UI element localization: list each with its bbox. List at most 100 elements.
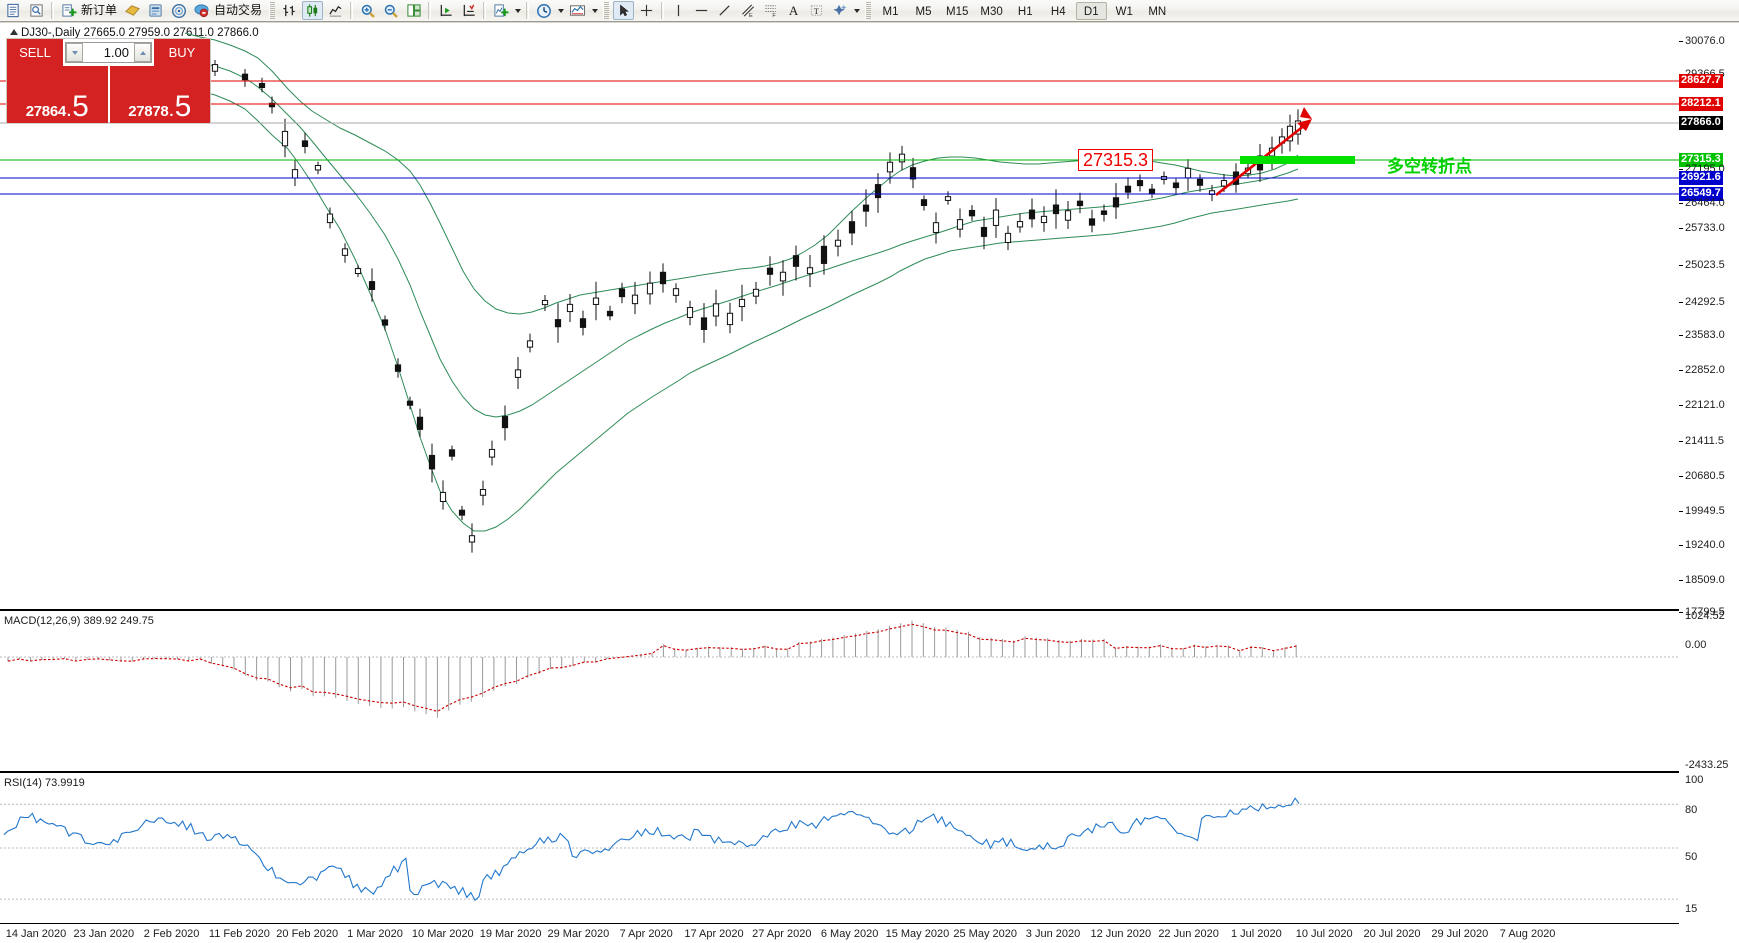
- tile-windows-icon[interactable]: [403, 1, 424, 20]
- shapes-icon[interactable]: [829, 1, 850, 20]
- toolbar-grip[interactable]: [269, 2, 276, 19]
- new-order-label[interactable]: 新订单: [81, 3, 118, 17]
- price-tick-label: 19240.0: [1685, 539, 1725, 551]
- new-order-icon[interactable]: [58, 1, 79, 20]
- macd-scale-mid: 0.00: [1685, 639, 1707, 651]
- price-level-tag[interactable]: 28627.7: [1679, 74, 1723, 88]
- sell-price-fraction: 5: [72, 90, 89, 123]
- fibonacci-retracement-icon[interactable]: F: [760, 1, 781, 20]
- time-axis-label: 2 Feb 2020: [143, 928, 200, 940]
- timeframe-button-m1[interactable]: M1: [882, 5, 899, 18]
- time-axis-label: 17 Apr 2020: [684, 928, 744, 940]
- period-clock-icon[interactable]: [533, 1, 554, 20]
- cursor-icon[interactable]: [613, 1, 635, 20]
- templates-icon[interactable]: [567, 1, 588, 20]
- buy-button[interactable]: BUY: [154, 39, 210, 66]
- indicators-icon[interactable]: [490, 1, 511, 20]
- rsi-scale-100: 100: [1685, 774, 1704, 786]
- period-dropdown-arrow[interactable]: [555, 1, 566, 20]
- timeframe-button-h4[interactable]: H4: [1050, 5, 1066, 18]
- price-tick: [1679, 41, 1683, 42]
- toolbar-separator-5: [526, 2, 530, 19]
- time-axis-label: 20 Jul 2020: [1363, 928, 1421, 940]
- crosshair-icon[interactable]: [636, 1, 657, 20]
- trend-arrow-annotation[interactable]: [0, 23, 1739, 943]
- sell-price-integer: 27864: [25, 103, 67, 120]
- timeframe-button-mn[interactable]: MN: [1148, 5, 1167, 18]
- level-annotation-box[interactable]: 27315.3: [1078, 149, 1154, 171]
- time-axis-label: 3 Jun 2020: [1025, 928, 1081, 940]
- shift-end-icon[interactable]: [435, 1, 456, 20]
- expert-advisors-icon[interactable]: [122, 1, 143, 20]
- price-level-tag[interactable]: 26921.6: [1679, 171, 1723, 185]
- price-level-tag[interactable]: 28212.1: [1679, 97, 1723, 111]
- metaquotes-id-icon[interactable]: [168, 1, 189, 20]
- time-axis[interactable]: 14 Jan 2020 23 Jan 2020 2 Feb 2020 11 Feb 2…: [0, 923, 1679, 943]
- auto-trading-icon[interactable]: [191, 1, 212, 20]
- time-axis-label: 7 Aug 2020: [1499, 928, 1556, 940]
- terminal-icon[interactable]: [3, 1, 24, 20]
- indicators-dropdown-arrow[interactable]: [512, 1, 523, 20]
- candlestick-chart-icon[interactable]: [302, 1, 324, 20]
- volume-decrease-button[interactable]: [66, 43, 83, 62]
- volume-value[interactable]: 1.00: [103, 45, 129, 60]
- price-tick-label: 20680.5: [1685, 470, 1725, 482]
- shapes-dropdown-arrow[interactable]: [851, 1, 862, 20]
- chart-area[interactable]: DJ30-,Daily 27665.0 27959.0 27611.0 2786…: [0, 22, 1739, 943]
- time-axis-label: 7 Apr 2020: [619, 928, 673, 940]
- zoom-out-icon[interactable]: [380, 1, 401, 20]
- rsi-pane-divider: [0, 771, 1679, 773]
- price-chart-canvas: [184, 32, 1299, 532]
- price-tick: [1679, 169, 1683, 170]
- price-tick: [1679, 580, 1683, 581]
- time-axis-label: 1 Jul 2020: [1231, 928, 1282, 940]
- price-axis[interactable]: 30076.029366.528627.728212.127866.027315…: [1679, 23, 1739, 943]
- volume-stepper[interactable]: 1.00: [65, 42, 152, 63]
- timeframe-button-m15[interactable]: M15: [946, 5, 969, 18]
- price-level-tag[interactable]: 27315.3: [1679, 153, 1723, 167]
- timeframe-button-d1[interactable]: D1: [1075, 1, 1107, 20]
- auto-scroll-icon[interactable]: [458, 1, 479, 20]
- auto-trading-label[interactable]: 自动交易: [214, 3, 263, 17]
- bar-chart-icon[interactable]: [279, 1, 300, 20]
- price-tick: [1679, 203, 1683, 204]
- timeframe-button-m5[interactable]: M5: [915, 5, 932, 18]
- text-icon[interactable]: A: [788, 2, 799, 18]
- price-level-tag[interactable]: 26549.7: [1679, 187, 1723, 201]
- price-tick: [1679, 405, 1683, 406]
- horizontal-line-icon[interactable]: [691, 1, 712, 20]
- buy-price-fraction: 5: [174, 90, 192, 123]
- trendline-icon[interactable]: [714, 1, 735, 20]
- price-tick: [1679, 476, 1683, 477]
- price-level-lines: [0, 80, 1679, 195]
- text-label-icon[interactable]: T: [806, 1, 827, 20]
- green-support-zone-bar: [1240, 156, 1355, 164]
- timeframe-button-w1[interactable]: W1: [1115, 5, 1133, 18]
- timeframe-button-m30[interactable]: M30: [980, 5, 1003, 18]
- price-tick-label: 30076.0: [1685, 35, 1725, 47]
- buy-price-button[interactable]: 27878 . 5: [109, 66, 210, 123]
- rsi-label: RSI(14) 73.9919: [4, 777, 85, 789]
- sell-button[interactable]: SELL: [7, 39, 63, 66]
- volume-increase-button[interactable]: [134, 43, 151, 62]
- toolbar-separator-2: [350, 2, 354, 19]
- toolbar-grip-2[interactable]: [603, 2, 610, 19]
- sell-price-button[interactable]: 27864 . 5: [7, 66, 108, 123]
- templates-dropdown-arrow[interactable]: [589, 1, 600, 20]
- timeframe-button-h1[interactable]: H1: [1017, 5, 1033, 18]
- price-level-tag[interactable]: 27866.0: [1679, 116, 1723, 130]
- time-axis-label: 14 Jan 2020: [5, 928, 67, 940]
- bollinger-upper-band: [184, 32, 1299, 315]
- toolbar-grip-3[interactable]: [865, 2, 872, 19]
- one-click-trading-panel[interactable]: SELL 1.00 BUY 27864 . 5 27878 . 5: [6, 38, 211, 123]
- price-tick: [1679, 265, 1683, 266]
- strategy-tester-icon[interactable]: [145, 1, 166, 20]
- equidistant-channel-icon[interactable]: E: [737, 1, 758, 20]
- time-axis-label: 10 Mar 2020: [411, 928, 474, 940]
- vertical-line-icon[interactable]: [668, 1, 689, 20]
- zoom-in-icon[interactable]: [357, 1, 378, 20]
- price-tick: [1679, 228, 1683, 229]
- data-window-icon[interactable]: [26, 1, 47, 20]
- line-chart-icon[interactable]: [325, 1, 346, 20]
